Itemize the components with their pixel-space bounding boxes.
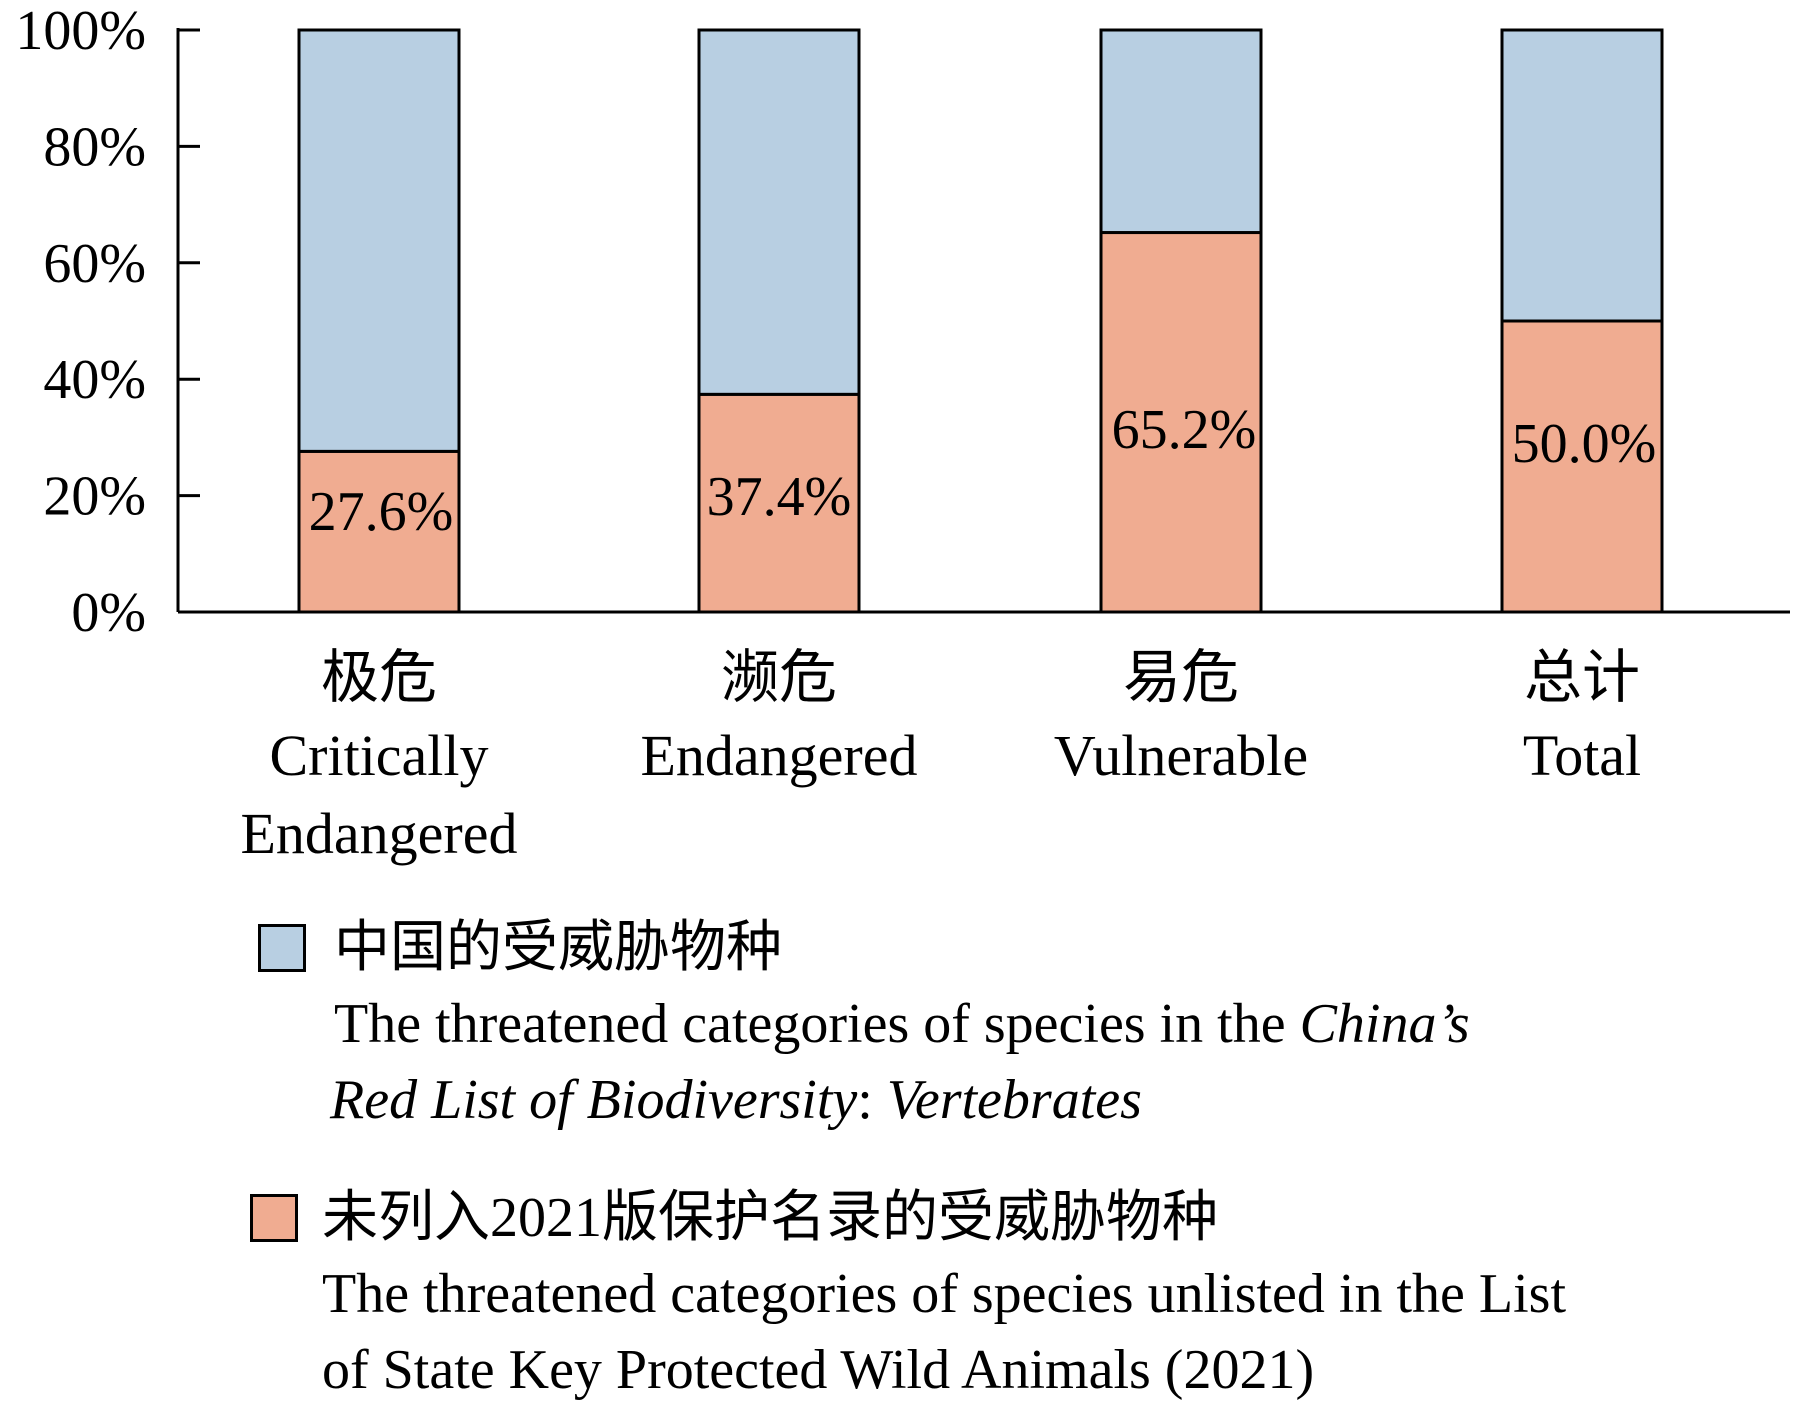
y-tick-label-1: 20% <box>43 466 146 528</box>
axes-group: 0% 20% 40% 60% 80% 100% <box>15 0 1790 644</box>
x-label-zh-1: 濒危 <box>721 645 837 710</box>
x-label-en-1-0: Endangered <box>641 723 918 788</box>
legend-swatch-blue <box>258 924 306 972</box>
legend-orange-en-line2: of State Key Protected Wild Animals (202… <box>322 1339 1315 1401</box>
data-label-2: 65.2% <box>1112 399 1257 461</box>
legend-blue-en-line1: The threatened categories of species in … <box>334 986 1788 1062</box>
legend-blue-en-italic: China’s <box>1299 993 1470 1055</box>
category-labels-group: 极危 Critically Endangered 濒危 Endangered 易危 Vuln… <box>241 645 1642 866</box>
legend-blue-en-line2: Red List of Biodiversity: Vertebrates <box>330 1062 1788 1138</box>
legend-blue-en-italic-a: Red List of Biodiversity <box>330 1069 858 1131</box>
x-label-zh-3: 总计 <box>1524 645 1640 710</box>
bar-unlisted-3 <box>1500 319 1664 614</box>
legend-blue-en-italic-b: Vertebrates <box>886 1069 1142 1131</box>
y-tick-label-2: 40% <box>43 349 146 411</box>
x-label-en-2-0: Vulnerable <box>1054 723 1308 788</box>
x-label-en-3-0: Total <box>1523 723 1641 788</box>
legend-orange: 未列入2021版保护名录的受威胁物种 The threatened catego… <box>250 1180 1800 1408</box>
data-label-1: 37.4% <box>707 466 852 528</box>
legend-blue-zh: 中国的受威胁物种 <box>334 917 782 979</box>
bar-redlist-1 <box>697 28 861 396</box>
bar-redlist-2 <box>1099 28 1263 235</box>
data-label-0: 27.6% <box>309 481 454 543</box>
data-label-3: 50.0% <box>1512 413 1657 475</box>
legend-orange-zh: 未列入2021版保护名录的受威胁物种 <box>322 1187 1218 1249</box>
y-tick-label-3: 60% <box>43 233 146 295</box>
legend-orange-en-line1: The threatened categories of species unl… <box>322 1263 1567 1325</box>
legend-blue: 中国的受威胁物种 The threatened categories of sp… <box>258 910 1788 1138</box>
bar-redlist-3 <box>1500 28 1664 323</box>
y-tick-label-0: 0% <box>71 582 146 644</box>
bars-group: 27.6% 37.4% 65.2% 50.0% <box>297 28 1664 614</box>
legend-blue-en-colon: : <box>857 1069 887 1131</box>
x-label-zh-0: 极危 <box>321 645 437 710</box>
legend-blue-en-plain: The threatened categories of species in … <box>334 993 1300 1055</box>
bar-unlisted-1 <box>697 392 861 614</box>
x-label-en-0-1: Endangered <box>241 801 518 866</box>
bar-redlist-0 <box>297 28 461 453</box>
x-label-en-0-0: Critically <box>269 723 488 788</box>
y-tick-label-4: 80% <box>43 116 146 178</box>
legend-swatch-orange <box>250 1194 298 1242</box>
x-label-zh-2: 易危 <box>1123 645 1239 710</box>
y-tick-label-5: 100% <box>15 0 146 62</box>
stacked-bar-chart: 27.6% 37.4%65.2% 50.0% 0%20%40%60%80%100% … <box>15 0 1790 866</box>
bar-unlisted-0 <box>297 449 461 614</box>
